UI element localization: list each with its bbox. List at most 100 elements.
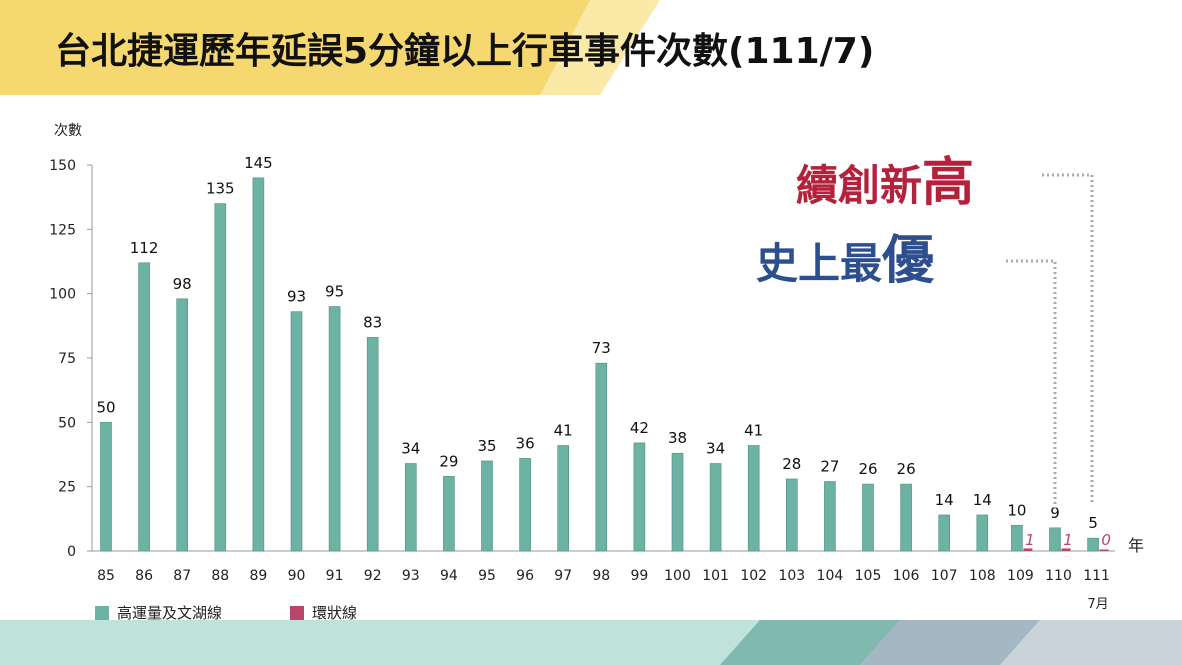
x-tick-label: 93 [402,568,420,584]
bar-high-capacity [519,458,531,552]
x-tick-label: 91 [326,568,344,584]
y-tick-label: 125 [49,222,76,238]
legend-label-high-capacity: 高運量及文湖線 [117,604,223,622]
bar-high-capacity [100,422,112,552]
data-label-high-capacity: 14 [935,491,954,509]
y-tick-label: 150 [49,158,76,174]
bar-circular [1099,549,1109,551]
bar-high-capacity [481,460,493,552]
bar-high-capacity [785,478,798,552]
bar-high-capacity [404,463,417,552]
bar-high-capacity [595,362,608,552]
data-label-high-capacity: 145 [244,154,273,172]
x-tick-label: 96 [516,568,534,584]
x-tick-label: 103 [778,568,805,584]
bar-high-capacity [633,442,646,552]
x-tick-label: 90 [288,568,306,584]
x-tick-label: 88 [211,568,229,584]
bar-high-capacity [443,476,455,552]
data-label-high-capacity: 5 [1088,514,1098,532]
best-ever-text: 史上最 [756,239,883,288]
bar-high-capacity [1011,524,1023,552]
bar-high-capacity [824,481,836,552]
data-label-high-capacity: 50 [96,398,115,416]
legend-label-circular: 環狀線 [312,604,358,622]
page-title: 台北捷運歷年延誤5分鐘以上行車事件次數(111/7) [55,31,875,72]
data-label-high-capacity: 27 [820,458,839,476]
data-label-high-capacity: 135 [206,180,235,198]
data-label-high-capacity: 98 [173,275,192,293]
x-tick-label: 101 [702,568,729,584]
data-label-high-capacity: 35 [477,437,496,455]
data-label-high-capacity: 14 [973,491,992,509]
best-ever-callout: 史上最優 [756,218,934,293]
data-label-high-capacity: 42 [630,419,649,437]
bar-high-capacity [976,514,989,552]
bar-high-capacity [176,298,188,552]
bar-high-capacity [252,177,265,552]
x-tick-label: 104 [817,568,844,584]
legend-swatch-high-capacity [95,605,109,620]
bar-high-capacity [290,311,303,552]
x-tick-label: 110 [1045,568,1072,584]
bar-high-capacity [366,337,379,552]
x-tick-label: 89 [249,568,267,584]
x-tick-label: 108 [969,568,996,584]
x-tick-label: 105 [855,568,882,584]
bar-circular [1061,548,1071,551]
data-label-high-capacity: 34 [401,440,420,458]
x-sublabel: 7月 [1087,597,1108,612]
bar-high-capacity [138,262,150,552]
legend-swatch-circular [290,605,304,620]
y-tick-label: 25 [58,480,76,496]
bar-high-capacity [900,483,912,552]
data-label-high-capacity: 26 [897,460,916,478]
record-high-callout: 續創新高 [796,140,974,215]
record-high-leader-line [1042,173,1094,502]
bar-high-capacity [1049,527,1061,552]
y-tick-label: 100 [49,287,76,303]
x-tick-label: 97 [554,568,572,584]
bar-high-capacity [747,445,760,552]
x-tick-label: 102 [740,568,767,584]
data-label-high-capacity: 29 [439,452,458,470]
x-tick-label: 109 [1007,568,1034,584]
bar-high-capacity [671,452,684,552]
x-tick-label: 87 [173,568,191,584]
bar-high-capacity [709,463,722,552]
x-tick-label: 106 [893,568,920,584]
y-tick-label: 0 [67,544,76,560]
x-tick-label: 100 [664,568,691,584]
best-ever-emphasis: 優 [882,231,935,291]
data-label-high-capacity: 93 [287,288,306,306]
data-label-high-capacity: 9 [1050,504,1060,522]
y-tick-label: 75 [58,351,76,367]
x-tick-label: 98 [592,568,610,584]
x-tick-label: 111 [1083,568,1110,584]
y-axis-title: 次數 [54,123,82,139]
data-label-high-capacity: 41 [554,421,573,439]
data-label-high-capacity: 38 [668,429,687,447]
bar-high-capacity [938,514,951,552]
bar-high-capacity [1087,537,1099,552]
record-high-emphasis: 高 [922,153,975,213]
data-label-high-capacity: 10 [1007,501,1026,519]
legend-item-high-capacity: 高運量及文湖線 [95,602,222,623]
x-tick-label: 85 [97,568,115,584]
data-label-circular: 1 [1063,531,1073,549]
bar-high-capacity [328,306,341,552]
bar-high-capacity [862,483,874,552]
x-tick-label: 99 [630,568,648,584]
x-tick-label: 86 [135,568,153,584]
data-label-high-capacity: 95 [325,283,344,301]
footer-band-decoration [0,620,1182,665]
data-label-high-capacity: 73 [592,339,611,357]
data-label-circular: 0 [1101,531,1111,549]
y-tick-label: 50 [58,415,76,431]
x-tick-label: 107 [931,568,958,584]
data-label-high-capacity: 36 [516,434,535,452]
record-high-text: 續創新 [796,161,923,210]
data-label-high-capacity: 83 [363,313,382,331]
x-tick-label: 92 [364,568,382,584]
